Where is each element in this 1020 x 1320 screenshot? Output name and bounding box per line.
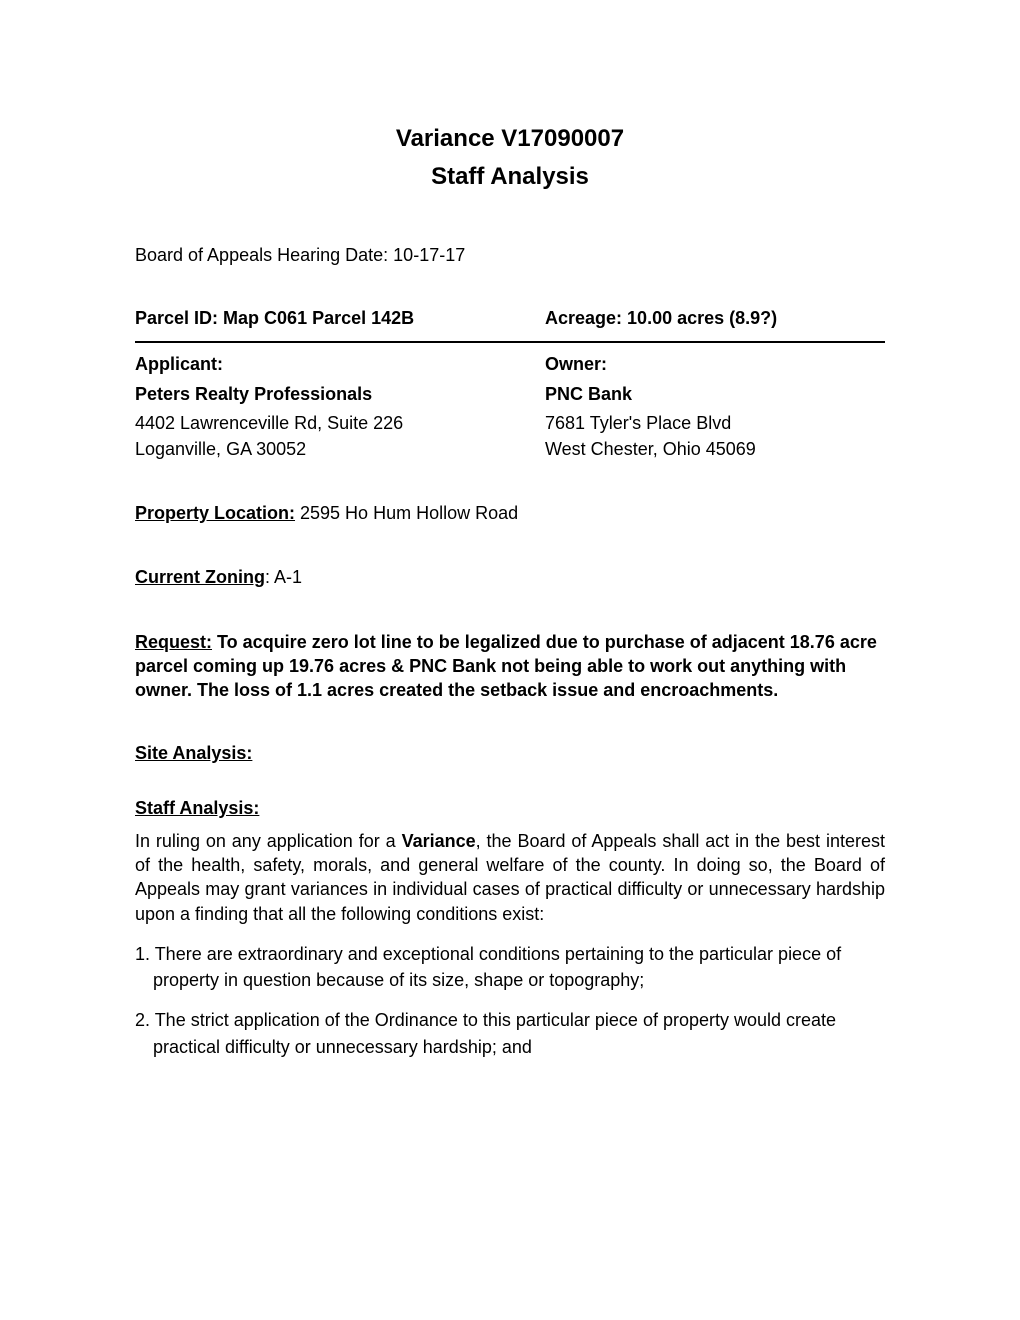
applicant-owner-addr2: Loganville, GA 30052 West Chester, Ohio …: [135, 437, 885, 461]
site-analysis-label: Site Analysis:: [135, 743, 252, 763]
current-zoning-value: : A-1: [265, 567, 302, 587]
applicant-heading: Applicant:: [135, 351, 545, 379]
condition-2-sub: practical difficulty or unnecessary hard…: [135, 1035, 885, 1059]
staff-analysis-heading: Staff Analysis:: [135, 798, 885, 819]
property-location-line: Property Location: 2595 Ho Hum Hollow Ro…: [135, 501, 885, 525]
owner-addr1: 7681 Tyler's Place Blvd: [545, 411, 885, 435]
hearing-date-value: 10-17-17: [393, 245, 465, 265]
applicant-owner-names: Peters Realty Professionals PNC Bank: [135, 381, 885, 409]
owner-addr2: West Chester, Ohio 45069: [545, 437, 885, 461]
site-analysis-heading: Site Analysis:: [135, 743, 885, 764]
title-line-2: Staff Analysis: [135, 158, 885, 196]
applicant-addr2: Loganville, GA 30052: [135, 437, 545, 461]
parcel-id: Parcel ID: Map C061 Parcel 142B: [135, 308, 545, 329]
condition-1-main: 1. There are extraordinary and exception…: [135, 942, 885, 966]
acreage-value: 10.00 acres (8.9?): [627, 308, 777, 328]
staff-analysis-intro: In ruling on any application for a Varia…: [135, 829, 885, 926]
intro-bold: Variance: [402, 831, 476, 851]
request-block: Request: To acquire zero lot line to be …: [135, 630, 885, 703]
hearing-date-label: Board of Appeals Hearing Date:: [135, 245, 393, 265]
applicant-addr1: 4402 Lawrenceville Rd, Suite 226: [135, 411, 545, 435]
acreage-label: Acreage:: [545, 308, 627, 328]
owner-heading: Owner:: [545, 351, 885, 379]
property-location-value: 2595 Ho Hum Hollow Road: [295, 503, 518, 523]
current-zoning-line: Current Zoning: A-1: [135, 565, 885, 589]
document-title-block: Variance V17090007 Staff Analysis: [135, 120, 885, 197]
condition-2-main: 2. The strict application of the Ordinan…: [135, 1008, 885, 1032]
parcel-id-value: Map C061 Parcel 142B: [223, 308, 414, 328]
request-label: Request:: [135, 632, 212, 652]
current-zoning-label: Current Zoning: [135, 567, 265, 587]
hearing-date-line: Board of Appeals Hearing Date: 10-17-17: [135, 245, 885, 266]
applicant-owner-headings: Applicant: Owner:: [135, 351, 885, 379]
property-location-label: Property Location:: [135, 503, 295, 523]
applicant-owner-addr1: 4402 Lawrenceville Rd, Suite 226 7681 Ty…: [135, 411, 885, 435]
condition-1-sub: property in question because of its size…: [135, 968, 885, 992]
horizontal-divider: [135, 341, 885, 343]
parcel-row: Parcel ID: Map C061 Parcel 142B Acreage:…: [135, 308, 885, 329]
parcel-acreage: Acreage: 10.00 acres (8.9?): [545, 308, 777, 329]
parcel-id-label: Parcel ID:: [135, 308, 223, 328]
title-line-1: Variance V17090007: [135, 120, 885, 158]
applicant-name: Peters Realty Professionals: [135, 381, 545, 409]
request-text: To acquire zero lot line to be legalized…: [135, 632, 877, 701]
owner-name: PNC Bank: [545, 381, 885, 409]
intro-pre: In ruling on any application for a: [135, 831, 402, 851]
staff-analysis-label: Staff Analysis:: [135, 798, 259, 818]
